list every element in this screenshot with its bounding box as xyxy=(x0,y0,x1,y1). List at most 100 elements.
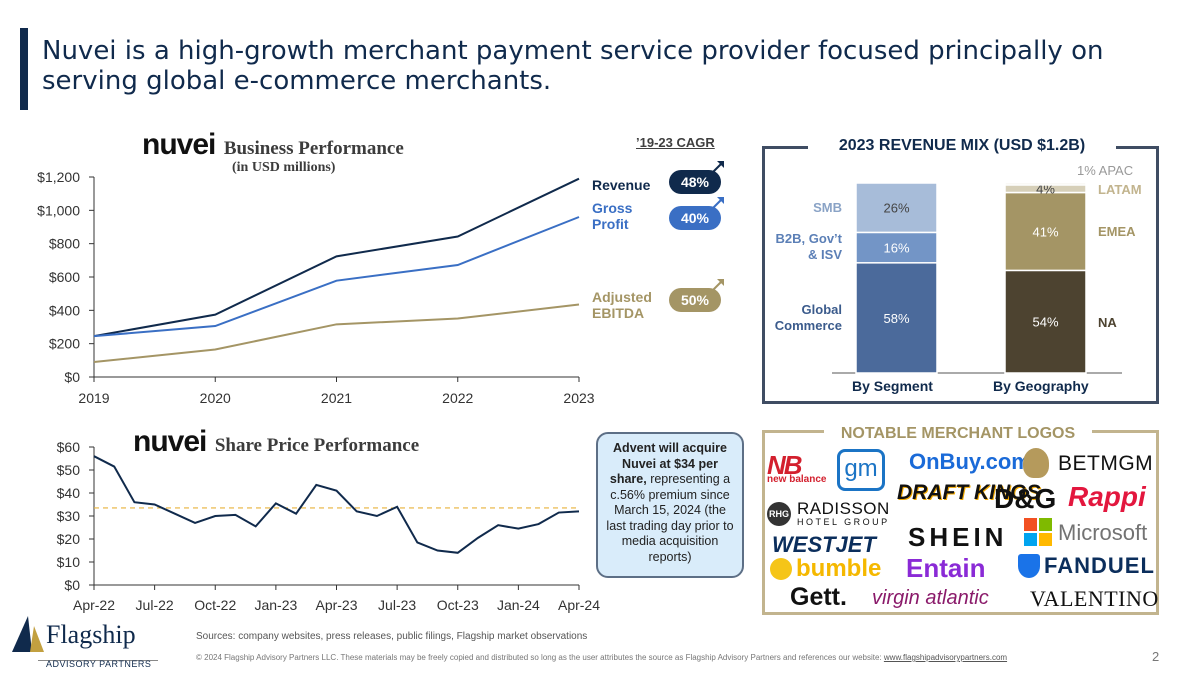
revenue-label: Revenue xyxy=(592,177,651,193)
share-header: nuvei Share Price Performance xyxy=(133,425,419,459)
b2b-label: B2B, Gov’t & ISV xyxy=(752,231,842,263)
perf-x-tick-label: 2020 xyxy=(200,390,231,406)
mix-segment-label: 54% xyxy=(1032,315,1058,330)
price-y-tick-label: $50 xyxy=(57,462,81,478)
new-balance-mark: NB xyxy=(767,450,803,480)
radisson-logo: RADISSON xyxy=(797,499,890,518)
geography-axis-label: By Geography xyxy=(993,378,1089,394)
price-x-tick-label: Apr-23 xyxy=(315,597,357,613)
ebitda-label: Adjusted EBITDA xyxy=(592,289,652,321)
perf-y-tick-label: $800 xyxy=(49,236,80,252)
perf-x-tick-label: 2022 xyxy=(442,390,473,406)
gm-logo: gm xyxy=(837,449,885,491)
share-price-chart: $0 $10 $20 $30 $40 $50 $60 Apr-22 Jul-22 Oct-22 Ja… xyxy=(57,439,600,613)
virgin-atlantic-logo: virgin atlantic xyxy=(872,587,989,609)
price-x-tick-label: Oct-23 xyxy=(437,597,479,613)
shein-logo: SHEIN xyxy=(908,522,1008,552)
fanduel-logo: FANDUEL xyxy=(1044,553,1155,578)
perf-y-tick-label: $0 xyxy=(64,369,80,385)
dolce-gabbana-logo: D&G xyxy=(994,483,1057,514)
copyright-text: © 2024 Flagship Advisory Partners LLC. T… xyxy=(196,653,884,662)
gross-profit-label-line2: Profit xyxy=(592,216,629,232)
b2b-label-line2: & ISV xyxy=(808,247,842,262)
mix-segment-smb xyxy=(855,182,938,234)
apac-label: 1% APAC xyxy=(1077,163,1133,178)
draftkings-logo: DRAFT KINGS xyxy=(897,481,1041,504)
mix-segment-b-b-gov-t-isv xyxy=(855,231,938,264)
bumble-logo: bumble xyxy=(796,555,882,582)
ebitda-cagr-badge-value: 50% xyxy=(681,292,710,308)
perf-x-tick-label: 2019 xyxy=(78,390,109,406)
callout-bold: Advent will acquire Nuvei at $34 per sha… xyxy=(609,441,727,486)
flagship-name: Flagship xyxy=(46,620,136,649)
price-x-tick-label: Jan-24 xyxy=(497,597,540,613)
segment-axis-label: By Segment xyxy=(852,378,933,394)
gross-profit-label-line1: Gross xyxy=(592,200,633,216)
global-commerce-label: Global Commerce xyxy=(752,302,842,334)
ebitda-label-line2: EBITDA xyxy=(592,305,645,321)
business-performance-chart: $0 $200 $400 $600 $800 $1,000 $1,200 2019 2020 20… xyxy=(37,161,724,406)
perf-header: nuvei Business Performance xyxy=(142,128,404,162)
mix-segment-label: 41% xyxy=(1032,224,1058,239)
nuvei-logo-2: nuvei xyxy=(133,425,207,458)
perf-subtitle: (in USD millions) xyxy=(232,160,336,175)
westjet-logo: WESTJET xyxy=(772,532,876,557)
global-label-line2: Commerce xyxy=(774,318,842,333)
page-number: 2 xyxy=(1152,649,1160,664)
price-x-tick-label: Apr-22 xyxy=(73,597,115,613)
gross-profit-cagr-badge: 40% xyxy=(669,197,724,230)
gross-profit-cagr-badge-value: 40% xyxy=(681,210,710,226)
arrow-head-icon xyxy=(717,161,724,168)
rhg-icon: RHG xyxy=(767,502,791,526)
website-link[interactable]: www.flagshipadvisorypartners.com xyxy=(883,653,1008,662)
price-x-tick-label: Apr-24 xyxy=(558,597,600,613)
perf-y-tick-label: $400 xyxy=(49,302,80,318)
price-y-tick-label: $40 xyxy=(57,485,81,501)
price-y-tick-label: $0 xyxy=(64,577,80,593)
mix-segment-label: 58% xyxy=(883,311,909,326)
microsoft-icon xyxy=(1024,518,1052,546)
title-accent-bar xyxy=(20,28,28,110)
page-title: Nuvei is a high-growth merchant payment … xyxy=(42,36,1104,96)
radisson-sub: HOTEL GROUP xyxy=(797,517,890,527)
sources-note: Sources: company websites, press release… xyxy=(196,631,588,642)
mix-segment-label: 16% xyxy=(883,241,909,256)
perf-x-tick-label: 2021 xyxy=(321,390,352,406)
price-x-tick-label: Oct-22 xyxy=(194,597,236,613)
flagship-sail-icon-2 xyxy=(30,626,44,652)
onbuy-logo: OnBuy.com xyxy=(909,449,1031,474)
perf-y-tick-label: $600 xyxy=(49,269,80,285)
perf-y-tick-label: $1,000 xyxy=(37,202,80,218)
perf-y-tick-label: $200 xyxy=(49,336,80,352)
price-x-tick-label: Jul-22 xyxy=(136,597,174,613)
mix-segment-na xyxy=(1004,269,1087,374)
revenue-mix-title: 2023 REVENUE MIX (USD $1.2B) xyxy=(808,135,1116,157)
gett-logo: Gett. xyxy=(790,583,847,611)
price-x-tick-label: Jan-23 xyxy=(254,597,297,613)
price-y-tick-label: $20 xyxy=(57,531,81,547)
revenue-line xyxy=(93,177,580,338)
price-y-tick-label: $10 xyxy=(57,554,81,570)
share-title: Share Price Performance xyxy=(214,435,420,456)
flagship-sail-icon xyxy=(12,616,32,652)
flagship-sub: ADVISORY PARTNERS xyxy=(46,659,152,669)
cagr-header: ’19-23 CAGR xyxy=(636,135,715,150)
entain-logo: Entain xyxy=(906,553,986,583)
rappi-logo: Rappi xyxy=(1068,481,1146,512)
mix-segment-apac xyxy=(1004,182,1087,186)
callout-text: representing a c.56% premium since March… xyxy=(606,472,734,564)
apac-label-text: 1% APAC xyxy=(1077,163,1134,178)
microsoft-logo: Microsoft xyxy=(1058,520,1148,545)
arrow-head-icon xyxy=(717,279,724,286)
bumble-icon xyxy=(770,558,792,580)
betmgm-logo: BETMGM xyxy=(1058,452,1154,475)
flagship-rule xyxy=(38,660,158,661)
mix-segment-label: 26% xyxy=(883,201,909,216)
ebitda-cagr-badge: 50% xyxy=(669,279,724,312)
smb-label: SMB xyxy=(813,200,842,215)
betmgm-lion-icon xyxy=(1023,448,1049,478)
new-balance-logo: new balance xyxy=(767,474,827,485)
flagship-logo xyxy=(12,616,158,661)
revenue-mix-chart: 58%16%26%54%41%4% xyxy=(832,182,1122,374)
price-x-tick-label: Jul-23 xyxy=(378,597,416,613)
